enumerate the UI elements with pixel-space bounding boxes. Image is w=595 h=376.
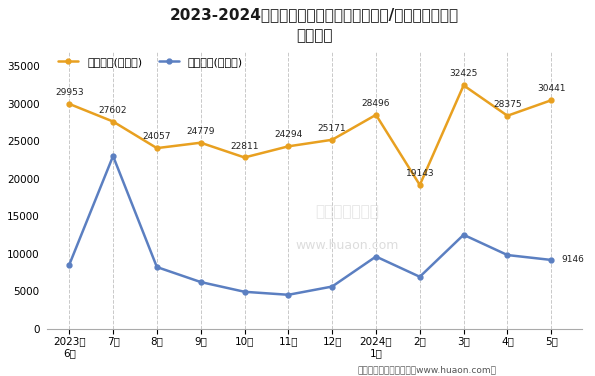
出口总额(万美元): [197, 141, 204, 145]
出口总额(万美元): [154, 146, 161, 150]
出口总额(万美元): [460, 83, 467, 88]
出口总额(万美元): [504, 114, 511, 118]
进口总额(万美元): [154, 265, 161, 269]
Text: 25171: 25171: [318, 124, 346, 133]
Text: 华经产业研究院: 华经产业研究院: [315, 205, 378, 220]
Title: 2023-2024年宁夏回族自治区（境内目的地/货源地）进、出
口额统计: 2023-2024年宁夏回族自治区（境内目的地/货源地）进、出 口额统计: [170, 7, 459, 43]
进口总额(万美元): [328, 284, 336, 289]
出口总额(万美元): [241, 155, 248, 160]
进口总额(万美元): [197, 280, 204, 284]
出口总额(万美元): [547, 98, 555, 103]
进口总额(万美元): [416, 274, 424, 279]
Legend: 出口总额(万美元), 进口总额(万美元): 出口总额(万美元), 进口总额(万美元): [58, 57, 243, 67]
Text: 27602: 27602: [99, 106, 127, 115]
出口总额(万美元): [328, 138, 336, 142]
进口总额(万美元): [65, 262, 73, 267]
Text: www.huaon.com: www.huaon.com: [295, 239, 399, 252]
进口总额(万美元): [460, 232, 467, 237]
Text: 19143: 19143: [405, 169, 434, 178]
Text: 9146: 9146: [561, 255, 584, 264]
出口总额(万美元): [285, 144, 292, 149]
Text: 28496: 28496: [362, 99, 390, 108]
Text: 制图：华经产业研究院（www.huaon.com）: 制图：华经产业研究院（www.huaon.com）: [357, 365, 496, 374]
Text: 32425: 32425: [449, 70, 478, 79]
进口总额(万美元): [241, 290, 248, 294]
进口总额(万美元): [504, 253, 511, 257]
Text: 22811: 22811: [230, 141, 259, 150]
Line: 进口总额(万美元): 进口总额(万美元): [67, 154, 554, 297]
进口总额(万美元): [372, 254, 380, 259]
Text: 29953: 29953: [55, 88, 83, 97]
进口总额(万美元): [109, 154, 117, 158]
Text: 30441: 30441: [537, 84, 565, 93]
Text: 24057: 24057: [143, 132, 171, 141]
Text: 24779: 24779: [186, 127, 215, 136]
Text: 24294: 24294: [274, 130, 302, 139]
出口总额(万美元): [65, 102, 73, 106]
Line: 出口总额(万美元): 出口总额(万美元): [67, 83, 554, 187]
Text: 28375: 28375: [493, 100, 522, 109]
出口总额(万美元): [109, 119, 117, 124]
出口总额(万美元): [372, 112, 380, 117]
进口总额(万美元): [547, 258, 555, 262]
出口总额(万美元): [416, 183, 424, 187]
进口总额(万美元): [285, 293, 292, 297]
